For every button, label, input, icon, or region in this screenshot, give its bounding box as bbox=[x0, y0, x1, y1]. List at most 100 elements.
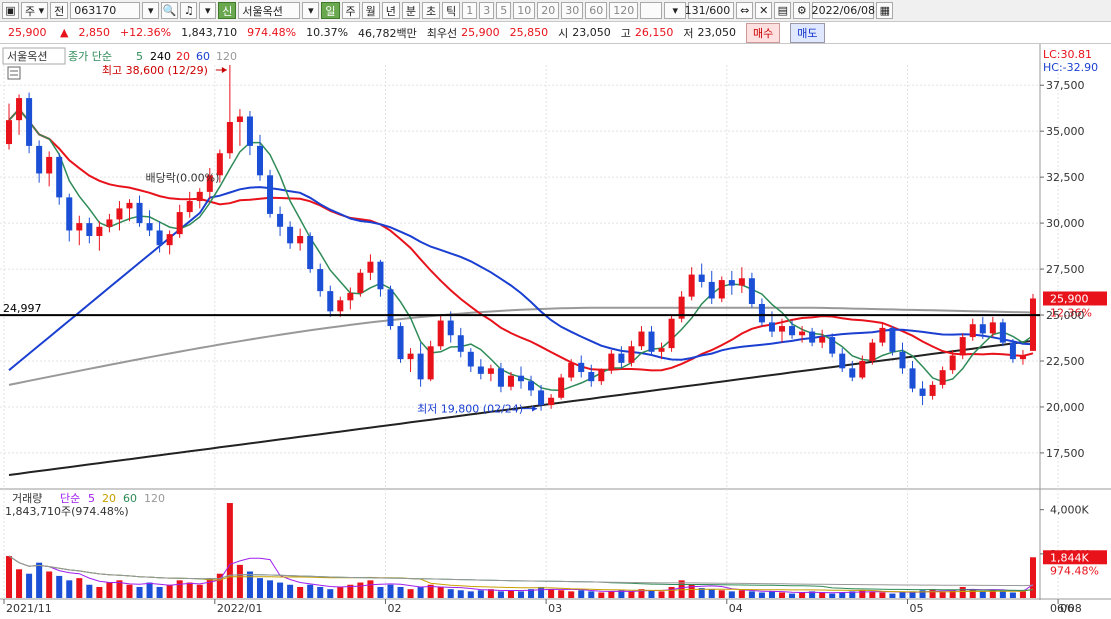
candle-body bbox=[939, 370, 946, 385]
calendar-icon[interactable]: ▦ bbox=[876, 2, 894, 19]
date-field[interactable]: 2022/06/08 bbox=[811, 2, 875, 19]
interval-60[interactable]: 60 bbox=[585, 2, 608, 19]
volume-bar bbox=[387, 584, 394, 598]
count-field[interactable]: 131/600 bbox=[685, 2, 735, 19]
tab-minute[interactable]: 분 bbox=[401, 2, 421, 19]
interval-120[interactable]: 120 bbox=[609, 2, 639, 19]
candle-body bbox=[267, 175, 274, 214]
tab-day[interactable]: 일 bbox=[321, 2, 340, 19]
volume-bar bbox=[176, 580, 183, 598]
volume-bar bbox=[397, 586, 404, 598]
candle-body bbox=[417, 353, 424, 380]
tab-year[interactable]: 년 bbox=[381, 2, 400, 19]
volume-bar bbox=[799, 592, 806, 598]
x-tick-label: 04 bbox=[729, 602, 743, 615]
candle-body bbox=[507, 375, 514, 387]
candle-body bbox=[829, 337, 836, 354]
volume-bar bbox=[728, 591, 735, 598]
code-dropdown-icon[interactable]: ▾ bbox=[142, 2, 160, 19]
volume-value-label: 1,843,710주(974.48%) bbox=[5, 505, 129, 518]
period-value: 주 bbox=[25, 4, 36, 18]
chart-window-icon[interactable]: ▣ bbox=[2, 2, 19, 19]
interval-3[interactable]: 3 bbox=[479, 2, 495, 19]
price-chart[interactable]: 24,997 서울옥션 종가 단순 5 240 20 60 120 LC:30.… bbox=[0, 44, 1111, 619]
interval-30[interactable]: 30 bbox=[561, 2, 584, 19]
tab-second[interactable]: 초 bbox=[422, 2, 441, 19]
volume-bar bbox=[678, 580, 685, 598]
volume-bar bbox=[226, 503, 233, 598]
volume-legend-60: 60 bbox=[123, 492, 137, 505]
volume-bar bbox=[317, 586, 324, 598]
volume-bar bbox=[487, 589, 494, 598]
candle-body bbox=[618, 353, 625, 363]
volume-legend-ma: 단순 bbox=[60, 492, 80, 505]
candle-body bbox=[126, 202, 133, 209]
volume-bar bbox=[427, 584, 434, 598]
candle-body bbox=[768, 322, 775, 332]
interval-10[interactable]: 10 bbox=[513, 2, 536, 19]
candle-body bbox=[467, 351, 474, 367]
volume-bar bbox=[698, 588, 705, 598]
volume-bar bbox=[327, 589, 334, 598]
custom-interval-dropdown[interactable]: ▾ bbox=[664, 2, 687, 19]
volume-bar bbox=[658, 591, 665, 598]
ma-20-line bbox=[8, 107, 1034, 372]
interval-20[interactable]: 20 bbox=[537, 2, 560, 19]
candle-body bbox=[648, 331, 655, 352]
candle-body bbox=[949, 355, 956, 371]
volume-bar bbox=[608, 591, 615, 598]
gear-icon[interactable]: ⚙ bbox=[793, 2, 811, 19]
volume-bar bbox=[36, 562, 43, 598]
volume-bar bbox=[126, 584, 133, 598]
custom-interval-input[interactable] bbox=[640, 2, 663, 19]
legend-ma-20: 20 bbox=[176, 50, 190, 63]
candle-body bbox=[6, 120, 13, 145]
buy-button[interactable]: 매수 bbox=[746, 22, 781, 43]
period-select[interactable]: 주 ▾ bbox=[21, 2, 49, 19]
hc-label: HC:-32.90 bbox=[1043, 61, 1098, 74]
reference-line-label: 24,997 bbox=[3, 302, 42, 315]
chevron-down-icon[interactable]: ▾ bbox=[199, 2, 217, 19]
sell-button[interactable]: 매도 bbox=[790, 22, 825, 43]
interval-5[interactable]: 5 bbox=[496, 2, 512, 19]
code-input[interactable]: 063170 bbox=[70, 2, 141, 19]
interval-1[interactable]: 1 bbox=[462, 2, 478, 19]
name-dropdown-icon[interactable]: ▾ bbox=[302, 2, 320, 19]
candle-body bbox=[538, 390, 545, 406]
volume-bar bbox=[367, 580, 374, 598]
volume-bar bbox=[236, 564, 243, 598]
prev-button[interactable]: 전 bbox=[50, 2, 69, 19]
volume-bar bbox=[136, 586, 143, 598]
volume-bar bbox=[638, 589, 645, 598]
tab-month[interactable]: 월 bbox=[361, 2, 380, 19]
search-icon[interactable]: 🔍 bbox=[161, 2, 179, 19]
open-label: 시 bbox=[558, 26, 569, 40]
zoom-icon[interactable]: ⇔ bbox=[736, 2, 754, 19]
legend-ma-120: 120 bbox=[216, 50, 237, 63]
volume-bar bbox=[1019, 591, 1026, 598]
candle-body bbox=[457, 335, 464, 352]
candle-body bbox=[46, 156, 53, 174]
candle-body bbox=[909, 368, 916, 389]
high-arrow bbox=[215, 67, 227, 73]
volume-bar bbox=[718, 590, 725, 598]
candle-body bbox=[196, 191, 203, 202]
low-label: 저 bbox=[683, 26, 694, 40]
camera-icon[interactable]: ▤ bbox=[774, 2, 792, 19]
speaker-icon[interactable]: ♫ bbox=[180, 2, 198, 19]
candle-body bbox=[578, 362, 585, 373]
crosshair-icon[interactable]: ✕ bbox=[755, 2, 773, 19]
high-arrow-head bbox=[221, 67, 227, 73]
candle-body bbox=[76, 223, 83, 231]
candle-body bbox=[96, 226, 103, 236]
volume-bar bbox=[538, 586, 545, 598]
tab-tick[interactable]: 틱 bbox=[442, 2, 461, 19]
volume-bar bbox=[86, 584, 93, 598]
candle-body bbox=[337, 300, 344, 312]
tab-week[interactable]: 주 bbox=[341, 2, 360, 19]
change-percent: +12.36% bbox=[119, 26, 172, 39]
candle-body bbox=[809, 331, 816, 343]
volume-bar bbox=[307, 584, 314, 598]
volume-bar bbox=[337, 586, 344, 598]
candle-body bbox=[36, 145, 43, 174]
